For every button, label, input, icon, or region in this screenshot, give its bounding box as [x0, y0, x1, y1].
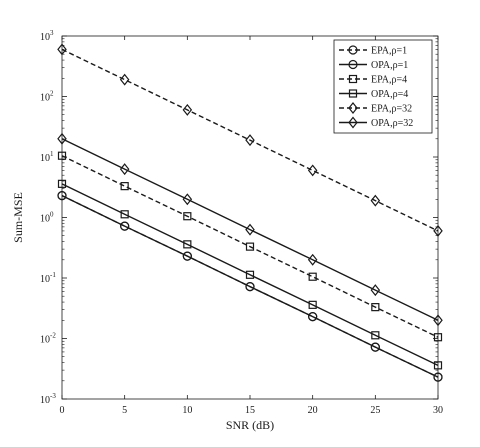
x-tick-label: 0 [60, 405, 65, 416]
series-line [61, 48, 439, 232]
y-axis: 10-3 10-2 10-1 100 101 102 103 [40, 29, 438, 406]
y-axis-label: Sum-MSE [11, 192, 25, 243]
series-4 [57, 179, 443, 370]
legend-item: OPA,ρ=32 [339, 116, 413, 129]
data-point [120, 221, 130, 231]
data-point [245, 242, 255, 251]
series-line [61, 138, 439, 321]
data-point [182, 103, 193, 116]
data-point [433, 314, 443, 327]
y-tick-label: 103 [40, 29, 54, 43]
legend-box [333, 39, 433, 134]
data-point [308, 272, 317, 281]
x-tick-label: 30 [433, 405, 443, 416]
data-point [433, 372, 443, 382]
data-point [308, 312, 318, 322]
data-point [120, 210, 129, 219]
legend-marker [348, 45, 358, 55]
x-axis: 0 5 10 15 20 25 30 [60, 36, 443, 416]
legend-item: OPA,ρ=1 [339, 59, 408, 71]
legend-label: EPA,ρ=32 [371, 104, 412, 115]
data-point [182, 251, 192, 261]
data-point [307, 253, 318, 266]
legend-label: OPA,ρ=4 [371, 89, 408, 100]
x-tick-label: 10 [182, 405, 192, 416]
y-tick-label: 101 [40, 150, 54, 164]
series-2 [57, 191, 443, 382]
data-point [119, 73, 130, 86]
data-point [245, 270, 255, 279]
data-point [433, 333, 443, 342]
data-point [57, 132, 67, 145]
legend-marker [348, 74, 358, 84]
legend-item: OPA,ρ=4 [339, 89, 408, 100]
series-5 [57, 43, 443, 237]
y-tick-label: 10-1 [40, 271, 56, 285]
y-tick-label: 102 [40, 90, 54, 104]
data-point [120, 182, 129, 191]
data-point [183, 212, 192, 221]
data-point [370, 342, 380, 352]
x-tick-label: 20 [308, 405, 318, 416]
y-tick-label: 100 [40, 211, 54, 225]
data-point [307, 164, 318, 177]
series-3 [57, 151, 443, 342]
y-tick-label: 10-3 [40, 392, 56, 406]
series-line [61, 183, 439, 366]
legend-label: OPA,ρ=1 [371, 60, 408, 71]
legend-marker [348, 116, 358, 129]
data-point [433, 361, 443, 370]
legend-marker [348, 89, 358, 98]
data-point [245, 223, 255, 236]
legend-item: EPA,ρ=4 [339, 75, 407, 86]
data-point [370, 284, 381, 297]
data-point [119, 163, 130, 176]
data-point [371, 303, 380, 312]
series-line [61, 194, 439, 378]
legend: EPA,ρ=1 OPA,ρ=1 EPA,ρ=4 OPA,ρ=4 EPA,ρ=32 OPA,… [333, 39, 433, 134]
y-tick-label: 10-2 [40, 332, 56, 346]
legend-label: OPA,ρ=32 [371, 118, 413, 129]
data-point [57, 43, 67, 56]
legend-item: EPA,ρ=1 [339, 45, 407, 57]
legend-label: EPA,ρ=1 [371, 46, 407, 57]
data-point [371, 331, 380, 340]
series-6 [57, 132, 443, 327]
data-point [245, 134, 255, 147]
data-point [183, 240, 192, 249]
legend-item: EPA,ρ=32 [339, 102, 412, 115]
data-point [433, 224, 443, 237]
data-point [245, 282, 255, 292]
series-layer [57, 43, 443, 382]
legend-marker [348, 102, 358, 114]
data-point [308, 300, 317, 309]
series-line [61, 155, 439, 338]
data-point [57, 191, 67, 201]
x-tick-label: 5 [122, 405, 127, 416]
data-point [57, 179, 67, 188]
legend-marker [348, 59, 358, 70]
x-axis-label: SNR (dB) [226, 418, 274, 432]
x-tick-label: 25 [370, 405, 380, 416]
legend-label: EPA,ρ=4 [371, 75, 407, 86]
x-tick-label: 15 [245, 405, 255, 416]
data-point [182, 193, 193, 206]
data-point [57, 151, 67, 160]
data-point [370, 194, 381, 207]
